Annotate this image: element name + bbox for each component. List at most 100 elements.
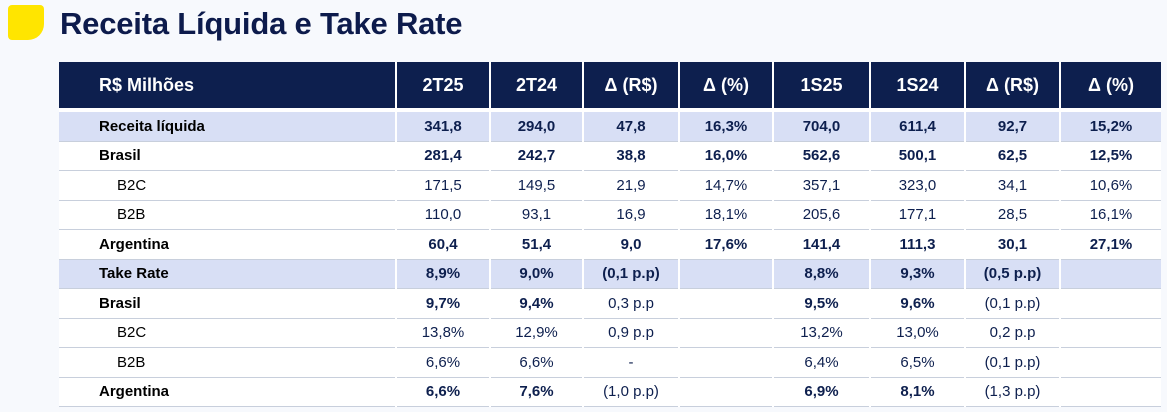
table-cell: 6,6% (396, 377, 491, 407)
table-cell: 7,6% (490, 377, 584, 407)
table-cell: 111,3 (870, 229, 966, 260)
header-2t24: 2T24 (490, 62, 584, 110)
table-cell: 294,0 (490, 108, 584, 142)
table-cell: 13,2% (773, 318, 871, 348)
table-cell: 12,5% (1060, 141, 1161, 171)
table-cell: 92,7 (965, 108, 1061, 142)
table-row: Brasil 9,7% 9,4% 0,3 p.p 9,5% 9,6% (0,1 … (59, 288, 1161, 319)
table-cell: - (583, 347, 680, 378)
table-cell: 323,0 (870, 170, 966, 201)
header-label-column: R$ Milhões (59, 62, 397, 110)
table-cell: 16,3% (679, 108, 774, 142)
table-cell: 8,8% (773, 259, 871, 289)
header-delta-rs-quarter: Δ (R$) (583, 62, 680, 110)
table-cell: 62,5 (965, 141, 1061, 171)
table-cell: 9,4% (490, 288, 584, 319)
table-cell: 6,5% (870, 347, 966, 378)
table-cell: (1,3 p.p) (965, 377, 1061, 407)
table-cell: 16,9 (583, 200, 680, 230)
table-cell: (0,1 p.p) (965, 288, 1061, 319)
table-cell: 13,0% (870, 318, 966, 348)
table-cell: 34,1 (965, 170, 1061, 201)
financial-table: R$ Milhões 2T25 2T24 Δ (R$) Δ (%) 1S25 1… (59, 62, 1161, 407)
header-delta-rs-semester: Δ (R$) (965, 62, 1061, 110)
table-cell: 9,0 (583, 229, 680, 260)
table-cell: 141,4 (773, 229, 871, 260)
table-cell: 8,1% (870, 377, 966, 407)
table-cell: 14,7% (679, 170, 774, 201)
table-cell: (1,0 p.p) (583, 377, 680, 407)
table-row: B2B 6,6% 6,6% - 6,4% 6,5% (0,1 p.p) (59, 347, 1161, 378)
table-cell (679, 377, 774, 407)
table-cell: 28,5 (965, 200, 1061, 230)
title-accent-marker (8, 5, 44, 40)
table-cell: 9,3% (870, 259, 966, 289)
table-cell: 562,6 (773, 141, 871, 171)
table-cell: 27,1% (1060, 229, 1161, 260)
table-cell: 9,0% (490, 259, 584, 289)
table-cell: 6,6% (490, 347, 584, 378)
header-1s25: 1S25 (773, 62, 871, 110)
table-row: B2B 110,0 93,1 16,9 18,1% 205,6 177,1 28… (59, 200, 1161, 230)
table-cell: 47,8 (583, 108, 680, 142)
table-cell (1060, 288, 1161, 319)
row-label: Receita líquida (59, 108, 397, 142)
row-label: Argentina (59, 229, 397, 260)
header-2t25: 2T25 (396, 62, 491, 110)
table-cell: 13,8% (396, 318, 491, 348)
table-cell: 9,6% (870, 288, 966, 319)
table-cell (679, 318, 774, 348)
row-label: B2C (59, 170, 397, 201)
table-cell: 17,6% (679, 229, 774, 260)
table-header-row: R$ Milhões 2T25 2T24 Δ (R$) Δ (%) 1S25 1… (59, 62, 1161, 110)
table-cell: 0,2 p.p (965, 318, 1061, 348)
table-cell: 205,6 (773, 200, 871, 230)
table-cell: 12,9% (490, 318, 584, 348)
page-title: Receita Líquida e Take Rate (60, 6, 463, 41)
table-cell: 21,9 (583, 170, 680, 201)
table-cell: 38,8 (583, 141, 680, 171)
table-cell: 6,6% (396, 347, 491, 378)
table-cell: 281,4 (396, 141, 491, 171)
table-cell (679, 259, 774, 289)
table-cell: 611,4 (870, 108, 966, 142)
table-cell (1060, 318, 1161, 348)
table-cell: 149,5 (490, 170, 584, 201)
row-label: Brasil (59, 288, 397, 319)
table-cell: 60,4 (396, 229, 491, 260)
table-cell (679, 347, 774, 378)
table-cell: 0,9 p.p (583, 318, 680, 348)
table-cell: 10,6% (1060, 170, 1161, 201)
table-cell: 93,1 (490, 200, 584, 230)
table-cell: 6,9% (773, 377, 871, 407)
table-row: Receita líquida 341,8 294,0 47,8 16,3% 7… (59, 108, 1161, 142)
table-row: Take Rate 8,9% 9,0% (0,1 p.p) 8,8% 9,3% … (59, 259, 1161, 289)
table-cell: 341,8 (396, 108, 491, 142)
table-cell: 704,0 (773, 108, 871, 142)
table-row: Argentina 6,6% 7,6% (1,0 p.p) 6,9% 8,1% … (59, 377, 1161, 407)
table-cell: 9,5% (773, 288, 871, 319)
row-label: Take Rate (59, 259, 397, 289)
table-cell (1060, 347, 1161, 378)
header-1s24: 1S24 (870, 62, 966, 110)
table-cell: 500,1 (870, 141, 966, 171)
table-cell: 9,7% (396, 288, 491, 319)
row-label: B2C (59, 318, 397, 348)
table-cell (679, 288, 774, 319)
table-row: B2C 13,8% 12,9% 0,9 p.p 13,2% 13,0% 0,2 … (59, 318, 1161, 348)
row-label: B2B (59, 200, 397, 230)
table-row: B2C 171,5 149,5 21,9 14,7% 357,1 323,0 3… (59, 170, 1161, 201)
table-cell: (0,1 p.p) (583, 259, 680, 289)
table-cell: 8,9% (396, 259, 491, 289)
table-cell: 242,7 (490, 141, 584, 171)
table-cell: 0,3 p.p (583, 288, 680, 319)
table-cell: 30,1 (965, 229, 1061, 260)
table-cell: 357,1 (773, 170, 871, 201)
row-label: Brasil (59, 141, 397, 171)
table-cell: 16,0% (679, 141, 774, 171)
table-row: Brasil 281,4 242,7 38,8 16,0% 562,6 500,… (59, 141, 1161, 171)
table-cell (1060, 377, 1161, 407)
table-cell: 110,0 (396, 200, 491, 230)
table-cell: 16,1% (1060, 200, 1161, 230)
header-delta-pct-semester: Δ (%) (1060, 62, 1161, 110)
